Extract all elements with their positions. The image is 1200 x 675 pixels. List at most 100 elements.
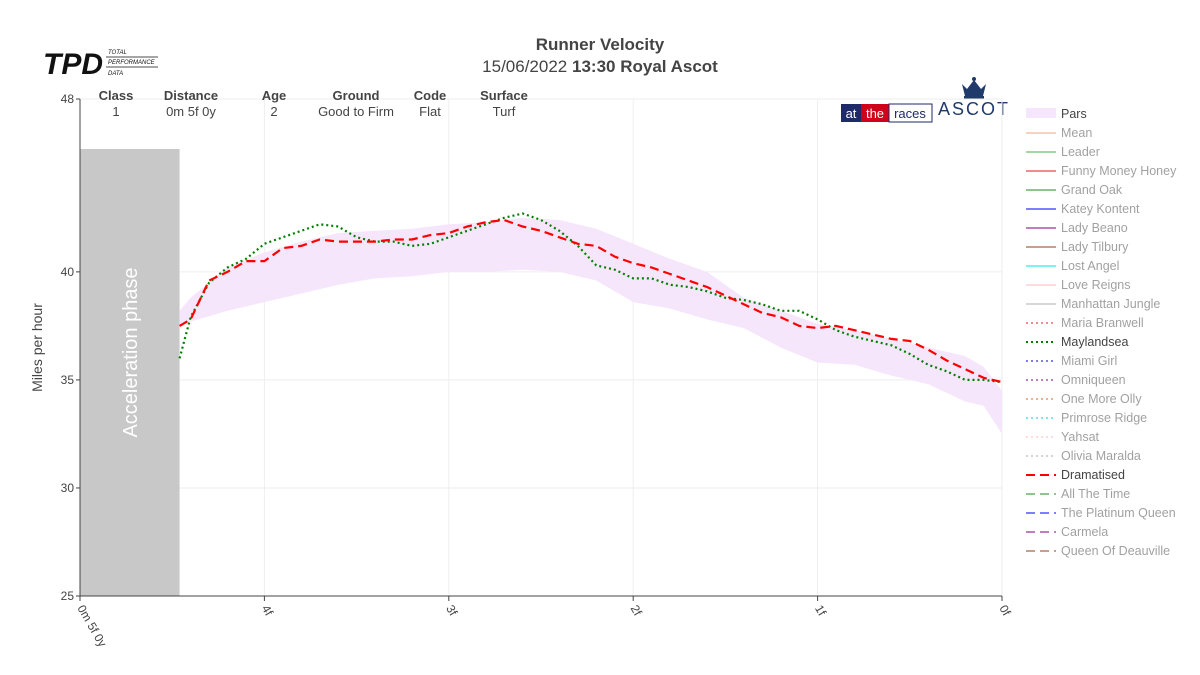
race-info-label: Code [414,88,447,103]
legend-item[interactable]: Love Reigns [1026,278,1131,292]
legend-item[interactable]: Maria Branwell [1026,316,1144,330]
chart-subtitle: 15/06/2022 13:30 Royal Ascot [482,57,718,76]
legend-label: All The Time [1061,487,1130,501]
y-tick-label: 35 [61,373,75,387]
legend-label: One More Olly [1061,392,1142,406]
legend-label: Omniqueen [1061,373,1126,387]
race-info-value: Turf [493,104,516,119]
x-tick-label: 0m 5f 0y [74,603,109,650]
legend-label: Lady Beano [1061,221,1128,235]
legend-item[interactable]: Funny Money Honey [1026,164,1177,178]
race-info-value: Flat [419,104,441,119]
pars-band [179,217,1003,434]
race-info-value: 2 [270,104,277,119]
legend-label: Lost Angel [1061,259,1119,273]
legend-item[interactable]: Carmela [1026,525,1108,539]
legend-label: Maria Branwell [1061,316,1144,330]
series-line-dramatised [179,218,1003,384]
legend-label: Mean [1061,126,1092,140]
tpd-logo-sub-2: PERFORMANCE [108,60,156,66]
legend-label: Yahsat [1061,430,1100,444]
legend-item[interactable]: Dramatised [1026,468,1125,482]
legend-item[interactable]: Yahsat [1026,430,1100,444]
legend-label: Manhattan Jungle [1061,297,1160,311]
legend-label: The Platinum Queen [1061,506,1176,520]
race-name: 13:30 Royal Ascot [572,57,718,76]
legend-item[interactable]: Primrose Ridge [1026,411,1147,425]
axes: 25 30 35 40 48 0m 5f 0y 4f 3f 2f 1f 0f Miles per ho… [29,92,1014,649]
chart-title: Runner Velocity [536,35,665,54]
x-tick-label: 3f [443,603,460,619]
legend-label: Miami Girl [1061,354,1117,368]
acceleration-phase-box [80,149,180,596]
legend-label: Carmela [1061,525,1108,539]
legend-label: Lady Tilbury [1061,240,1129,254]
legend-label: Leader [1061,145,1100,159]
legend[interactable]: Pars Mean Leader Funny Money Honey Grand Oak… [1026,107,1177,558]
race-info-value: 1 [112,104,119,119]
crown-icon [962,77,986,99]
legend-label: Katey Kontent [1061,202,1140,216]
legend-item[interactable]: Pars [1026,107,1087,121]
legend-item[interactable]: Grand Oak [1026,183,1123,197]
race-info-label: Class [99,88,134,103]
legend-label: Olivia Maralda [1061,449,1141,463]
x-tick-label: 2f [628,603,645,619]
legend-item[interactable]: Miami Girl [1026,354,1117,368]
legend-item[interactable]: Lost Angel [1026,259,1119,273]
y-tick-label: 30 [61,481,75,495]
legend-item[interactable]: Manhattan Jungle [1026,297,1160,311]
pars-band-area [179,217,1003,434]
legend-label: Queen Of Deauville [1061,544,1170,558]
ascot-logo-text: ASCOT [938,99,1010,119]
y-tick-label: 40 [61,265,75,279]
race-info-label: Ground [333,88,380,103]
race-date: 15/06/2022 [482,57,567,76]
legend-label: Funny Money Honey [1061,164,1177,178]
legend-label: Grand Oak [1061,183,1123,197]
acceleration-phase: Acceleration phase [80,149,180,596]
legend-item[interactable]: All The Time [1026,487,1130,501]
atr-logo-races: races [894,106,926,121]
atr-logo-at: at [846,106,857,121]
legend-item[interactable]: Katey Kontent [1026,202,1140,216]
tpd-logo-sub-3: DATA [108,71,123,77]
legend-item[interactable]: The Platinum Queen [1026,506,1176,520]
atr-logo: at the races [841,103,933,123]
tpd-logo-text: TPD [43,48,103,81]
ascot-logo: ASCOT [938,77,1010,119]
race-info-label: Surface [480,88,528,103]
legend-item[interactable]: Olivia Maralda [1026,449,1141,463]
legend-label: Love Reigns [1061,278,1131,292]
tpd-logo-sub-1: TOTAL [108,50,127,56]
legend-item[interactable]: Omniqueen [1026,373,1126,387]
legend-item[interactable]: Lady Beano [1026,221,1128,235]
x-tick-label: 4f [259,603,276,619]
race-info-label: Distance [164,88,218,103]
legend-item[interactable]: One More Olly [1026,392,1142,406]
legend-item[interactable]: Lady Tilbury [1026,240,1129,254]
x-tick-label: 0f [996,603,1013,619]
y-tick-label: 48 [61,92,75,106]
race-info-value: 0m 5f 0y [166,104,216,119]
legend-item[interactable]: Leader [1026,145,1100,159]
legend-item[interactable]: Maylandsea [1026,335,1128,349]
y-tick-label: 25 [61,589,75,603]
legend-label: Pars [1061,107,1087,121]
legend-swatch [1026,108,1056,118]
series-lines [178,212,1003,384]
legend-label: Maylandsea [1061,335,1128,349]
atr-logo-the: the [866,106,884,121]
grid [80,98,1003,596]
legend-item[interactable]: Mean [1026,126,1092,140]
tpd-logo: TPD TOTAL PERFORMANCE DATA [43,48,158,81]
race-info-label: Age [262,88,287,103]
y-axis-title: Miles per hour [29,303,45,392]
legend-label: Dramatised [1061,468,1125,482]
legend-item[interactable]: Queen Of Deauville [1026,544,1170,558]
race-info-value: Good to Firm [318,104,394,119]
legend-label: Primrose Ridge [1061,411,1147,425]
x-tick-label: 1f [812,603,829,619]
